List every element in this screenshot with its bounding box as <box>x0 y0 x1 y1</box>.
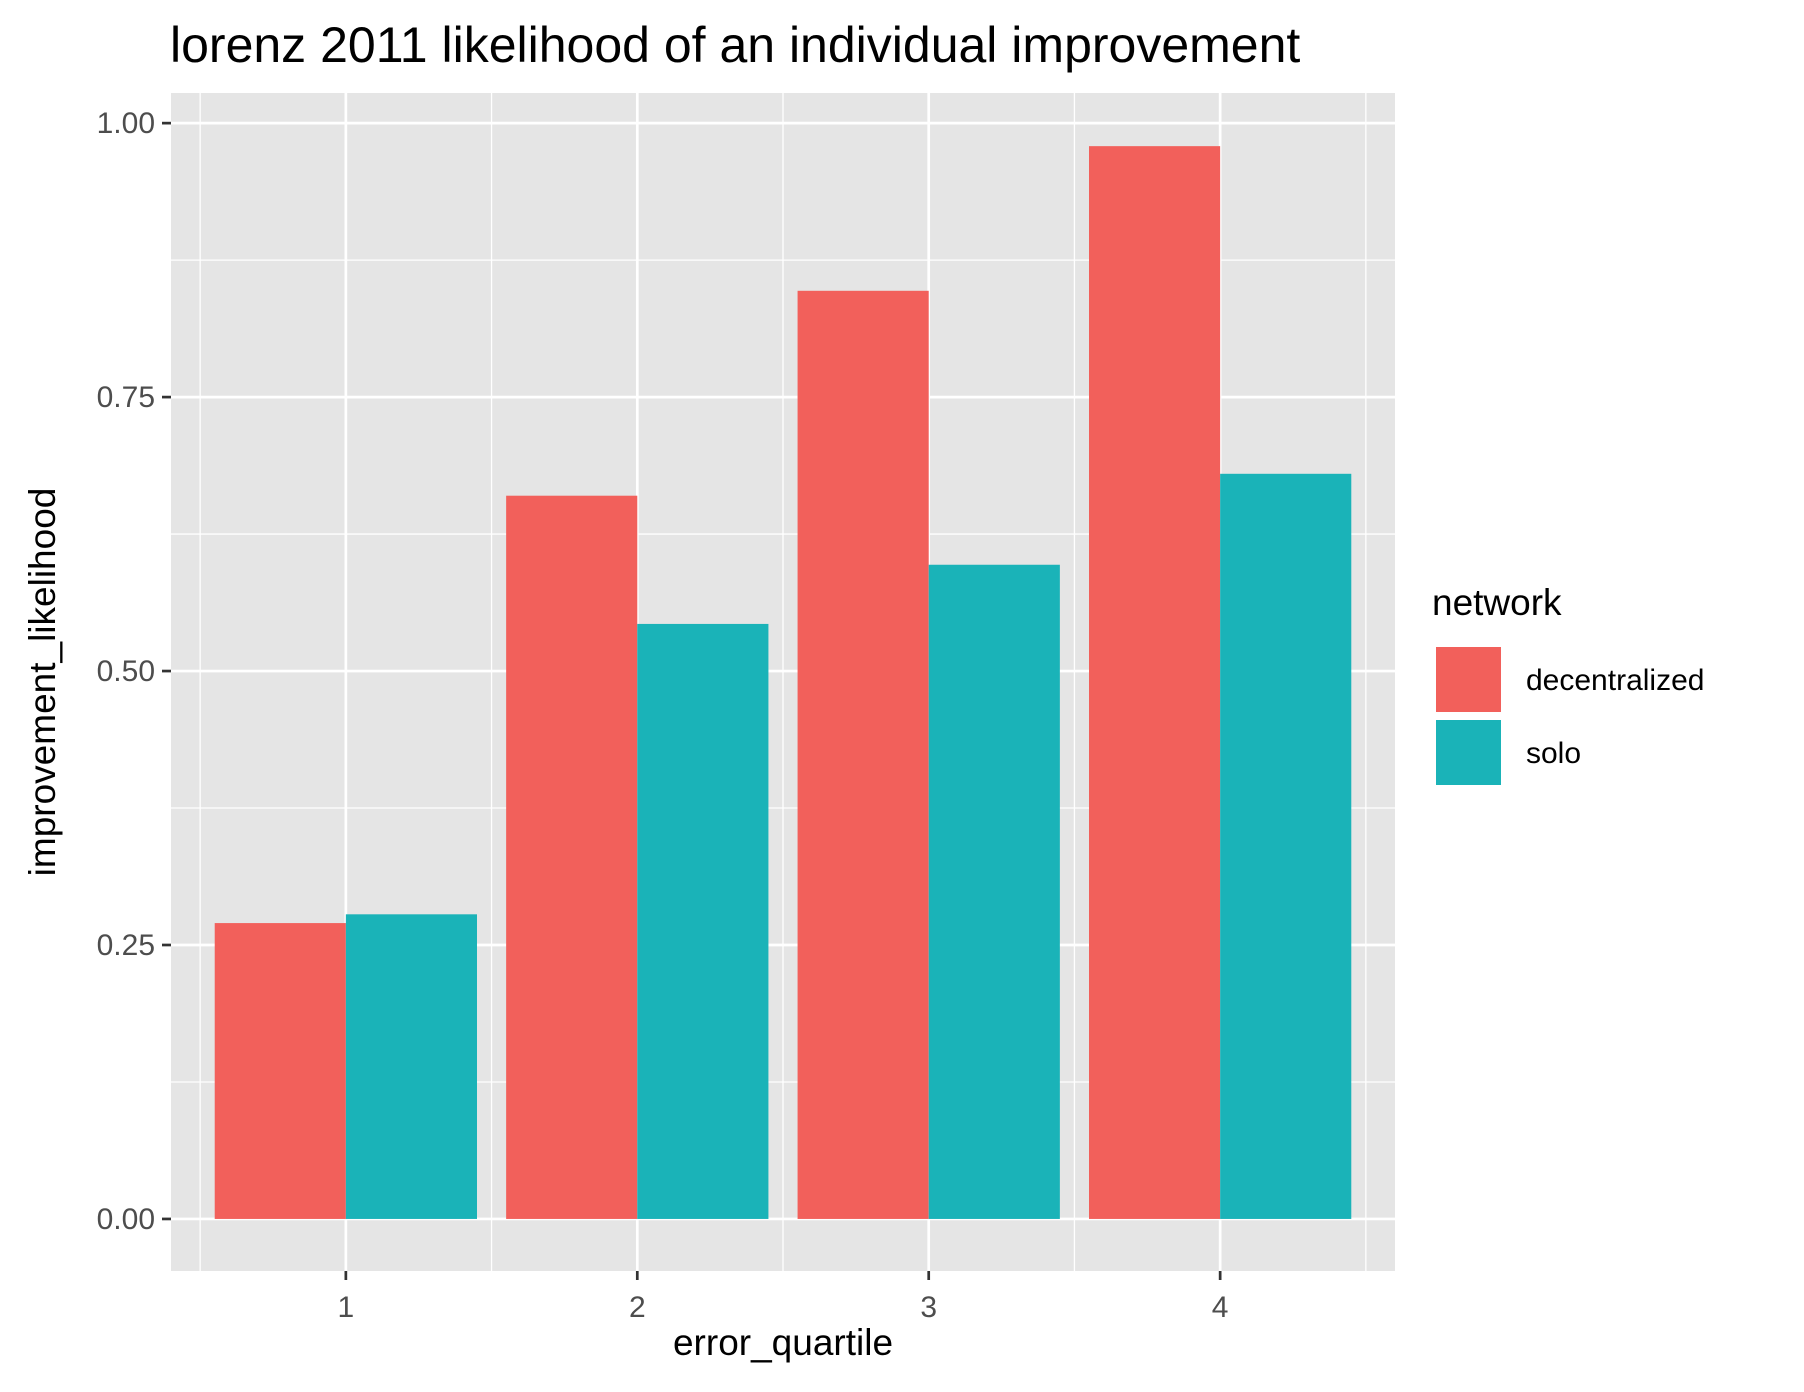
legend-key-decentralized <box>1434 645 1503 714</box>
chart-title: lorenz 2011 likelihood of an individual … <box>170 17 1300 73</box>
bar-decentralized-4 <box>1089 146 1221 1219</box>
y-axis: 0.00 0.25 0.50 0.75 1.00 <box>97 107 171 1236</box>
bar-decentralized-3 <box>797 290 929 1219</box>
bar-solo-3 <box>928 564 1060 1219</box>
y-tick-label: 0.25 <box>97 929 155 962</box>
y-tick-label: 1.00 <box>97 107 155 140</box>
legend-label-solo: solo <box>1526 737 1581 770</box>
y-tick-label: 0.50 <box>97 655 155 688</box>
x-tick-label: 2 <box>629 1291 646 1324</box>
bar-decentralized-2 <box>506 495 638 1219</box>
y-tick-label: 0.00 <box>97 1203 155 1236</box>
x-tick-label: 3 <box>920 1291 937 1324</box>
legend-title: network <box>1432 582 1562 623</box>
x-axis: 1 2 3 4 <box>338 1271 1229 1324</box>
y-axis-title: improvement_likelihood <box>22 488 63 877</box>
legend-items: decentralized solo <box>1434 645 1704 787</box>
legend-label-decentralized: decentralized <box>1526 664 1704 697</box>
x-axis-title: error_quartile <box>673 1322 893 1363</box>
legend-key-solo <box>1434 718 1503 787</box>
bar-solo-4 <box>1220 473 1352 1219</box>
bar-solo-1 <box>345 914 477 1219</box>
x-tick-label: 1 <box>338 1291 355 1324</box>
x-tick-label: 4 <box>1212 1291 1229 1324</box>
legend: network decentralized solo <box>1432 582 1704 787</box>
bar-solo-2 <box>637 623 769 1219</box>
bar-decentralized-1 <box>214 923 346 1219</box>
y-tick-label: 0.75 <box>97 381 155 414</box>
bars <box>214 146 1352 1219</box>
